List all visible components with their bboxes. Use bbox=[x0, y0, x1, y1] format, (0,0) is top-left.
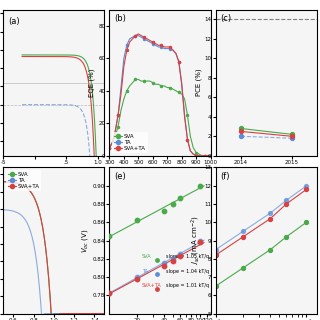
X-axis label: (V): (V) bbox=[49, 166, 59, 173]
Y-axis label: $V_{oc}$ (V): $V_{oc}$ (V) bbox=[80, 228, 90, 253]
Point bbox=[107, 233, 112, 238]
Y-axis label: PCE (%): PCE (%) bbox=[195, 69, 202, 97]
Point bbox=[238, 134, 244, 139]
Text: SVA: SVA bbox=[142, 254, 151, 259]
Point bbox=[162, 264, 167, 269]
Point bbox=[240, 265, 245, 270]
Point bbox=[289, 134, 294, 139]
Point bbox=[134, 218, 139, 223]
Text: slope = 1.05 kT/q: slope = 1.05 kT/q bbox=[166, 254, 209, 259]
Point bbox=[134, 276, 139, 282]
Point bbox=[268, 211, 273, 216]
Point bbox=[170, 201, 175, 206]
Legend: SVA, TA, SVA+TA: SVA, TA, SVA+TA bbox=[6, 170, 41, 191]
X-axis label: Wavelength (nm): Wavelength (nm) bbox=[130, 166, 190, 173]
Text: slope = 1.01 kT/q: slope = 1.01 kT/q bbox=[166, 283, 209, 288]
Point bbox=[268, 216, 273, 221]
Point bbox=[238, 126, 244, 131]
Point bbox=[304, 183, 309, 188]
Point bbox=[304, 220, 309, 225]
Point bbox=[162, 209, 167, 214]
Point bbox=[304, 187, 309, 192]
Point bbox=[162, 261, 167, 266]
Point bbox=[284, 234, 289, 239]
Text: (c): (c) bbox=[221, 14, 232, 23]
Point bbox=[198, 240, 203, 245]
Point bbox=[178, 195, 183, 200]
Point bbox=[238, 129, 244, 134]
Point bbox=[198, 238, 203, 243]
Point bbox=[134, 275, 139, 280]
Text: (b): (b) bbox=[115, 14, 126, 23]
Point bbox=[170, 256, 175, 261]
Point bbox=[198, 183, 203, 188]
Point bbox=[289, 136, 294, 141]
Text: TA: TA bbox=[142, 269, 148, 274]
Point bbox=[170, 258, 175, 263]
Legend: SVA, TA, SVA+TA: SVA, TA, SVA+TA bbox=[112, 132, 148, 153]
Point bbox=[284, 198, 289, 203]
Point bbox=[268, 247, 273, 252]
Y-axis label: $J_{sc}$ (mA cm$^{-2}$): $J_{sc}$ (mA cm$^{-2}$) bbox=[189, 216, 202, 265]
Text: (a): (a) bbox=[8, 17, 20, 26]
Text: slope = 1.04 kT/q: slope = 1.04 kT/q bbox=[166, 269, 209, 274]
Point bbox=[289, 132, 294, 137]
Text: SVA+TA: SVA+TA bbox=[142, 283, 162, 288]
Point bbox=[178, 253, 183, 259]
Point bbox=[240, 229, 245, 234]
Point bbox=[284, 201, 289, 206]
Y-axis label: EQE (%): EQE (%) bbox=[89, 68, 95, 97]
Text: (e): (e) bbox=[115, 172, 126, 181]
Point bbox=[178, 252, 183, 257]
Point bbox=[213, 284, 218, 289]
Point bbox=[213, 247, 218, 252]
Point bbox=[107, 290, 112, 295]
Text: (f): (f) bbox=[221, 172, 230, 181]
Point bbox=[240, 234, 245, 239]
Point bbox=[213, 252, 218, 258]
Point bbox=[107, 290, 112, 295]
